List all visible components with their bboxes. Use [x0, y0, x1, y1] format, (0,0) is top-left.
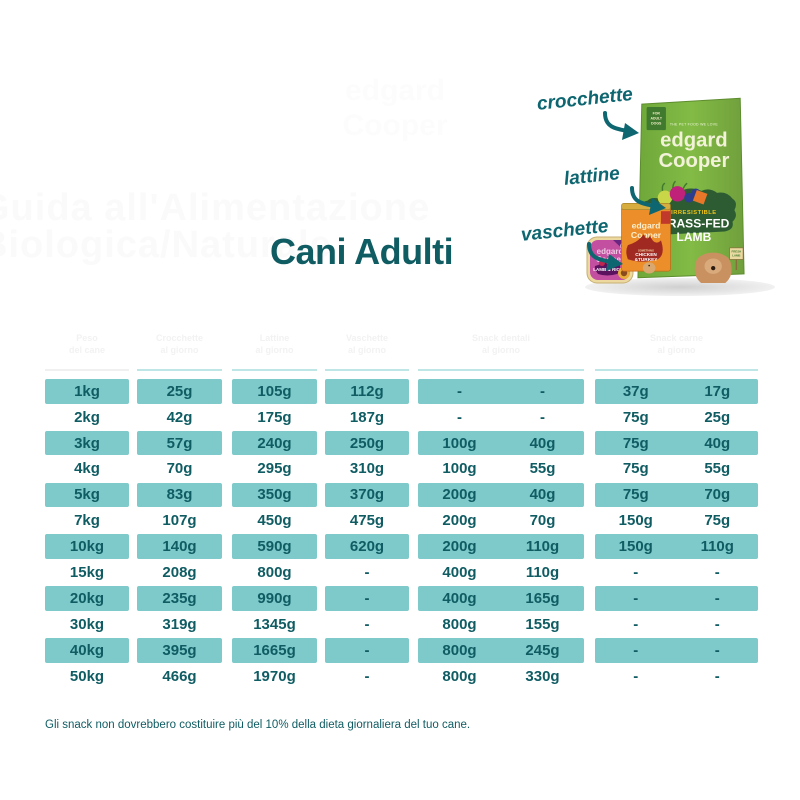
svg-text:ADULT: ADULT: [651, 117, 663, 121]
svg-text:edgard: edgard: [660, 130, 728, 152]
svg-text:DOGS: DOGS: [651, 121, 662, 125]
svg-text:Cooper: Cooper: [658, 150, 729, 172]
svg-text:&TURKEY: &TURKEY: [635, 257, 659, 263]
svg-text:FOR: FOR: [653, 112, 661, 116]
svg-text:LAMB: LAMB: [676, 230, 711, 244]
svg-text:THE PET FOOD WE LOVE: THE PET FOOD WE LOVE: [670, 122, 719, 126]
svg-text:LAMB: LAMB: [732, 254, 740, 258]
svg-text:IRRESISTIBLE: IRRESISTIBLE: [671, 210, 717, 216]
svg-text:SOMETHING: SOMETHING: [638, 248, 654, 252]
svg-text:edgard: edgard: [632, 221, 661, 231]
